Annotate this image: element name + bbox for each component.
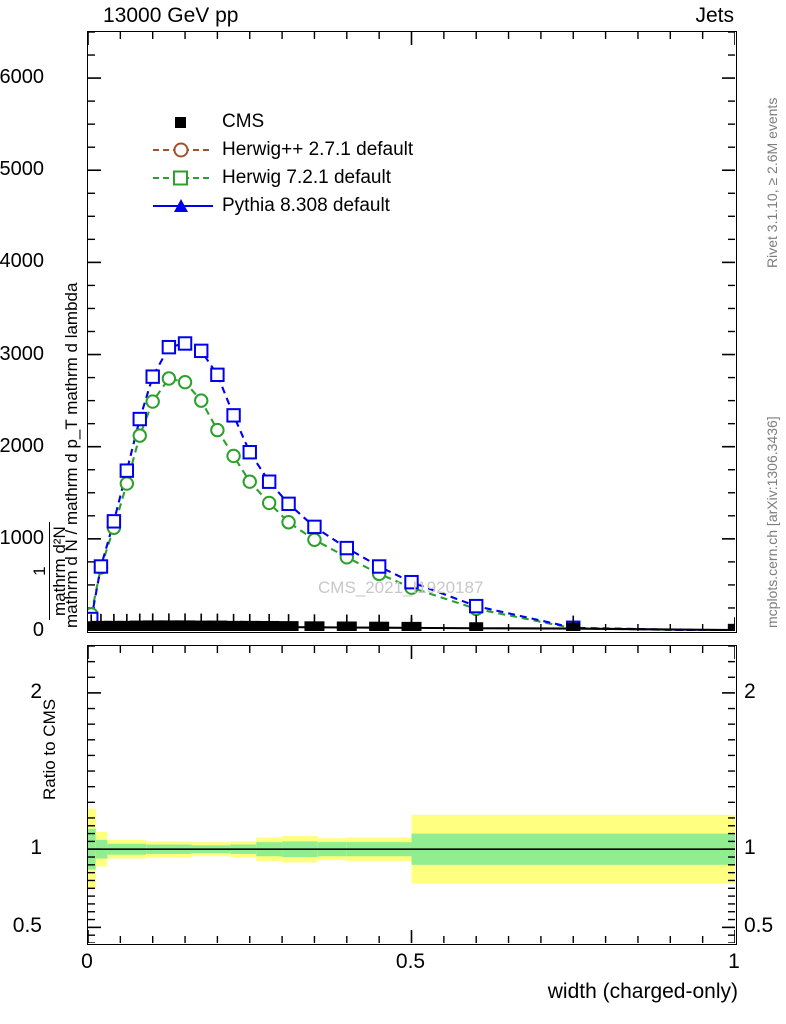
y-axis-title-inner-text: mathrm d N / mathrm d p_T mathrm d lambd… xyxy=(62,282,81,628)
x-axis-title: width (charged-only) xyxy=(547,980,738,1003)
x-tick-1: 1 xyxy=(728,950,740,973)
main-y-tick-5000: 5000 xyxy=(0,158,44,181)
main-y-tick-4000: 4000 xyxy=(0,250,44,273)
y-axis-title-inner: mathrm d N / mathrm d p_T mathrm d lambd… xyxy=(62,283,82,628)
legend-marker-pythia xyxy=(152,192,214,220)
main-plot-canvas xyxy=(88,32,735,631)
mcplots-reference-annotation: mcplots.cern.ch [arXiv:1306.3436] xyxy=(764,416,780,628)
legend-item-herwig7[interactable]: Herwig 7.2.1 default xyxy=(152,164,413,192)
main-y-tick-3000: 3000 xyxy=(0,342,44,365)
analysis-category-label: Jets xyxy=(695,4,734,27)
ratio-y-tick-2-r: 2 xyxy=(744,679,756,703)
y-axis-title-outer-numerator: 1 xyxy=(30,566,49,576)
main-y-tick-2000: 2000 xyxy=(0,434,44,457)
main-y-tick-1000: 1000 xyxy=(0,526,44,549)
main-y-tick-6000: 6000 xyxy=(0,66,44,89)
legend-label-pythia: Pythia 8.308 default xyxy=(222,195,390,216)
ratio-axis-title: Ratio to CMS xyxy=(40,698,59,800)
legend: CMS Herwig++ 2.7.1 default Herwig 7.2.1 … xyxy=(152,108,413,220)
beam-energy-label: 13000 GeV pp xyxy=(103,4,239,27)
legend-marker-cms xyxy=(152,108,214,136)
ratio-y-tick-0.5-l: 0.5 xyxy=(12,914,42,938)
ratio-y-tick-1-l: 1 xyxy=(30,836,42,860)
analysis-id-watermark: CMS_2021_I1920187 xyxy=(318,578,484,597)
legend-item-cms[interactable]: CMS xyxy=(152,108,413,136)
plot-header: 13000 GeV pp Jets xyxy=(0,4,786,30)
main-plot-panel xyxy=(87,31,737,633)
ratio-plot-canvas xyxy=(88,646,735,943)
legend-label-herwig7: Herwig 7.2.1 default xyxy=(222,167,391,188)
legend-marker-herwigpp xyxy=(152,136,214,164)
legend-item-herwigpp[interactable]: Herwig++ 2.7.1 default xyxy=(152,136,413,164)
legend-label-cms: CMS xyxy=(222,111,265,132)
ratio-y-tick-1-r: 1 xyxy=(744,836,756,860)
ratio-plot-panel xyxy=(87,645,737,945)
legend-marker-herwig7 xyxy=(152,164,214,192)
ratio-y-tick-0.5-r: 0.5 xyxy=(744,914,774,938)
rivet-version-annotation: Rivet 3.1.10, ≥ 2.6M events xyxy=(764,97,780,268)
legend-item-pythia[interactable]: Pythia 8.308 default xyxy=(152,192,413,220)
ratio-y-tick-2-l: 2 xyxy=(30,679,42,703)
x-tick-0.5: 0.5 xyxy=(395,950,426,973)
x-tick-0: 0 xyxy=(81,950,93,973)
main-y-tick-0: 0 xyxy=(32,619,44,641)
legend-label-herwigpp: Herwig++ 2.7.1 default xyxy=(222,139,414,160)
